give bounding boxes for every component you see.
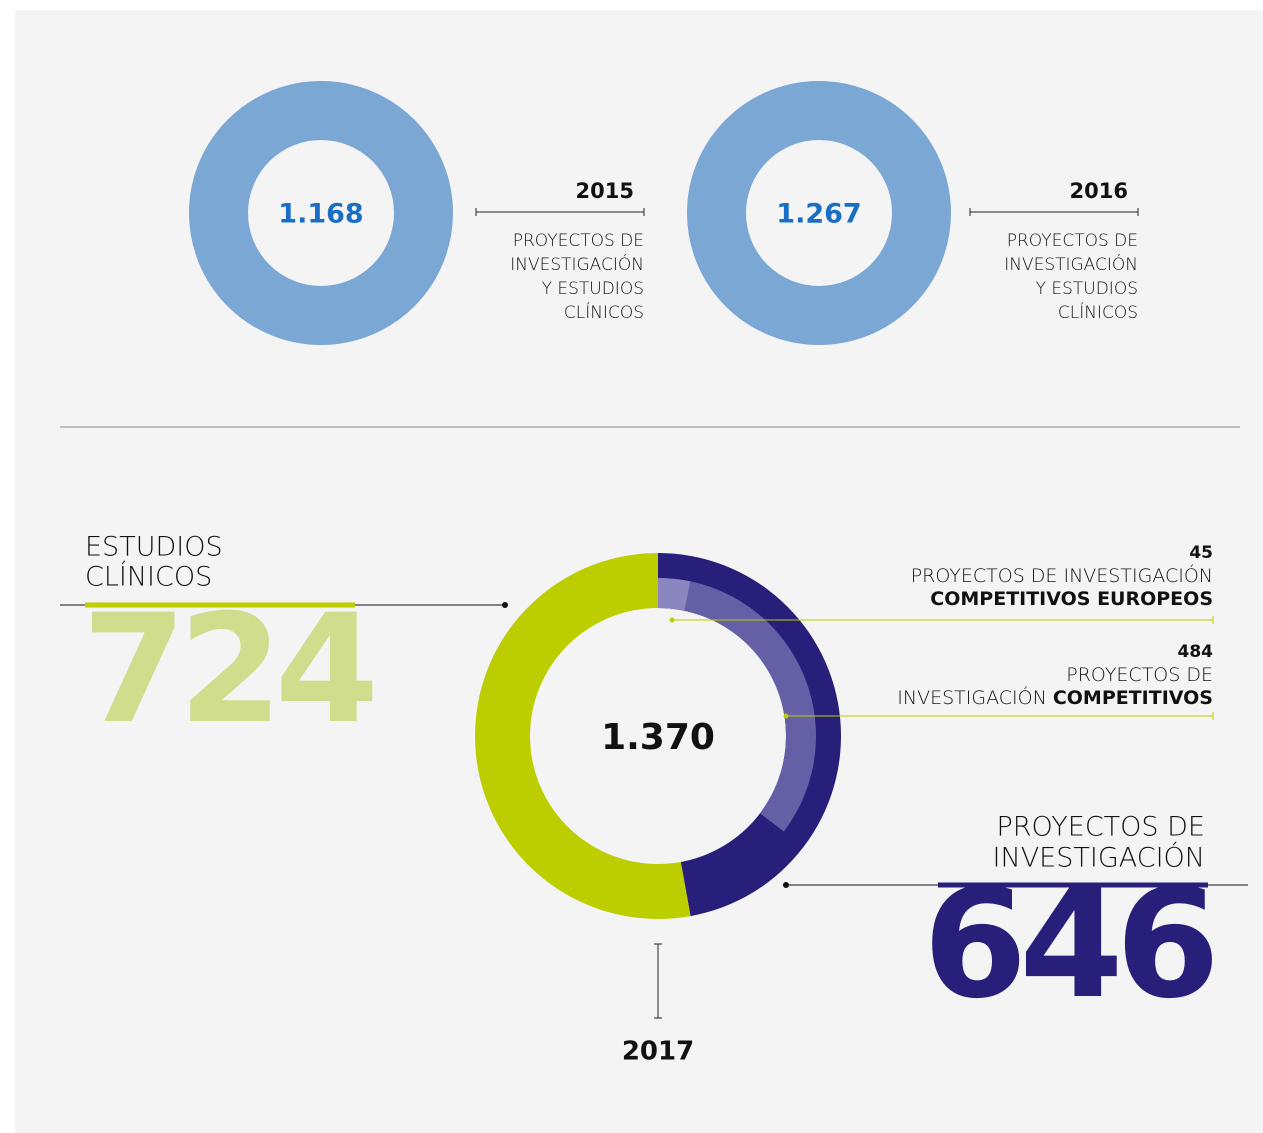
ring [687, 81, 951, 345]
sub-value: 484 [1178, 642, 1214, 662]
dot [783, 713, 789, 719]
dot [783, 882, 789, 888]
sub-label-text: PROYECTOS DE [1066, 664, 1213, 686]
dot [502, 602, 508, 608]
category-label: INVESTIGACIÓN [993, 842, 1205, 874]
sub-label: PROYECTOS DE [1066, 664, 1213, 686]
sub-segment [658, 578, 816, 832]
category-label: CLÍNICOS [85, 561, 212, 593]
category-label: PROYECTOS DE [996, 812, 1205, 843]
sub-label-bold: COMPETITIVOS [1053, 687, 1213, 709]
year: 2015 [576, 179, 634, 203]
sub-label: PROYECTOS DE INVESTIGACIÓN [911, 563, 1213, 587]
sub-label-bold: COMPETITIVOS EUROPEOS [930, 588, 1213, 610]
description: PROYECTOS DE [1007, 231, 1138, 251]
sub-label: INVESTIGACIÓN COMPETITIVOS [897, 685, 1213, 709]
donut-segment [475, 553, 691, 919]
year: 2017 [622, 1037, 694, 1067]
ring-value: 1.168 [278, 199, 363, 230]
description: INVESTIGACIÓN [510, 253, 644, 275]
ring [189, 81, 453, 345]
sub-value: 45 [1189, 543, 1213, 563]
description: PROYECTOS DE [513, 231, 644, 251]
donut-segment [658, 553, 841, 917]
big-value: 646 [923, 858, 1213, 1032]
year: 2016 [1070, 179, 1128, 203]
description: INVESTIGACIÓN [1004, 253, 1138, 275]
sub-segment [658, 578, 691, 611]
total: 1.370 [601, 717, 715, 758]
category-label: ESTUDIOS [85, 532, 223, 563]
description: CLÍNICOS [1058, 301, 1138, 323]
dot [669, 617, 675, 623]
description: CLÍNICOS [564, 301, 644, 323]
description: Y ESTUDIOS [1036, 279, 1138, 299]
sub-label-text: INVESTIGACIÓN [897, 685, 1047, 709]
description: Y ESTUDIOS [542, 279, 644, 299]
big-value: 724 [82, 583, 373, 757]
ring-value: 1.267 [776, 199, 861, 230]
sub-label-text: PROYECTOS DE INVESTIGACIÓN [911, 563, 1213, 587]
sub-label: COMPETITIVOS EUROPEOS [930, 588, 1213, 610]
